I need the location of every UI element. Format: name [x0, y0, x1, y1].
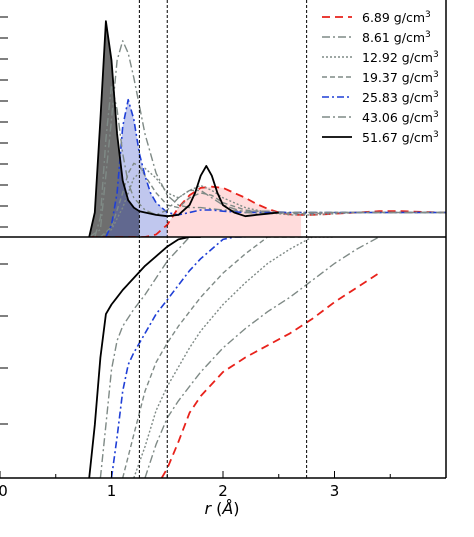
bottom-panel: [88, 237, 380, 478]
x-tick-label: 0: [0, 482, 8, 500]
x-axis: 0 1 2 3 r (Å): [0, 471, 391, 518]
bottom-series-line: [144, 237, 380, 478]
shaded-region: [89, 21, 140, 237]
top-series-line: [89, 185, 446, 237]
legend-label-text: 12.92 g/cm: [362, 50, 433, 65]
legend-label: 8.61 g/cm3: [362, 30, 431, 45]
x-label-var: r: [204, 499, 212, 518]
x-tick-label: 3: [330, 482, 340, 500]
bottom-series-line: [133, 237, 335, 478]
legend-label: 51.67 g/cm3: [362, 130, 439, 145]
bottom-series-line: [160, 272, 380, 478]
legend-label: 12.92 g/cm3: [362, 50, 439, 65]
bottom-series-line: [88, 237, 201, 478]
x-tick-label: 1: [107, 482, 117, 500]
bottom-series-line: [110, 237, 246, 478]
shaded-region: [105, 99, 168, 237]
legend-label: 43.06 g/cm3: [362, 110, 439, 125]
bottom-series-line: [99, 237, 201, 478]
x-label-unit: Å: [221, 499, 233, 518]
bottom-series-line: [122, 237, 313, 478]
legend-label-sup: 3: [433, 110, 439, 120]
legend-label-text: 19.37 g/cm: [362, 70, 433, 85]
legend-label-text: 8.61 g/cm: [362, 30, 425, 45]
x-tick-label: 2: [218, 482, 228, 500]
legend-label: 25.83 g/cm3: [362, 90, 439, 105]
top-series-line: [105, 98, 446, 237]
top-series-line: [94, 84, 446, 237]
x-label-close: ): [233, 499, 239, 518]
legend-label-sup: 3: [433, 90, 439, 100]
top-panel: [88, 20, 446, 237]
legend-label-text: 43.06 g/cm: [362, 110, 433, 125]
legend-label-text: 6.89 g/cm: [362, 10, 425, 25]
legend-label-sup: 3: [425, 10, 431, 20]
legend-label-sup: 3: [433, 70, 439, 80]
legend-label: 6.89 g/cm3: [362, 10, 431, 25]
legend-label-sup: 3: [425, 30, 431, 40]
legend-label-text: 25.83 g/cm: [362, 90, 433, 105]
legend-label: 19.37 g/cm3: [362, 70, 439, 85]
legend-label-sup: 3: [433, 130, 439, 140]
top-series-line: [88, 40, 446, 237]
x-label-open: (: [211, 499, 222, 518]
top-series-line: [88, 20, 279, 237]
x-axis-label: r (Å): [204, 499, 239, 518]
legend-label-sup: 3: [433, 50, 439, 60]
legend-label-text: 51.67 g/cm: [362, 130, 433, 145]
